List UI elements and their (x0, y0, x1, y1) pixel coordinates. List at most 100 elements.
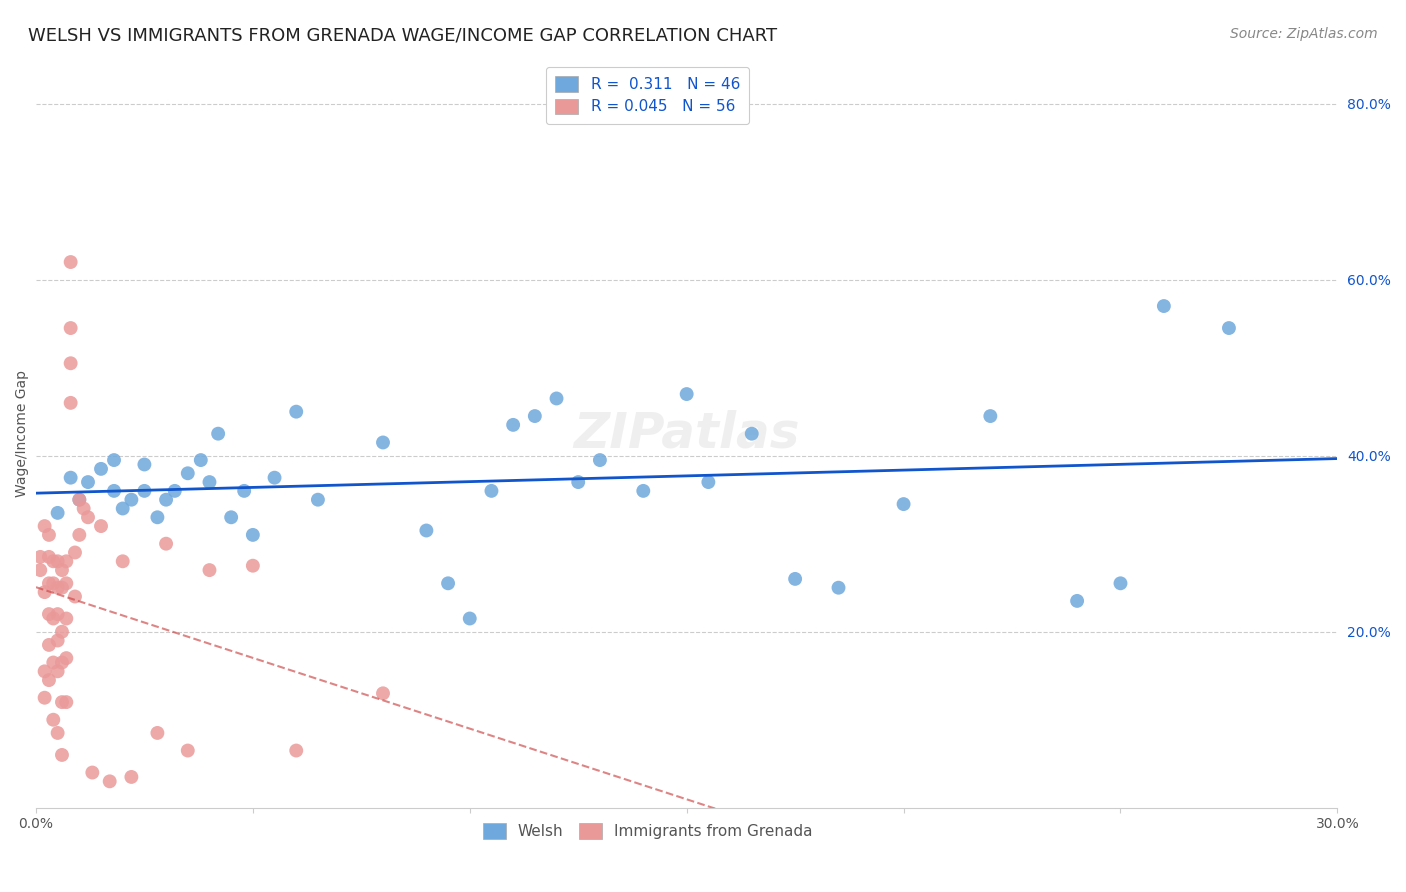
Point (437, 576, 460, 591)
Point (34, 690, 56, 705)
Point (46, 726, 69, 740)
Point (38, 576, 60, 591)
Point (242, 528, 264, 542)
Point (55, 611, 77, 625)
Point (59, 255, 82, 269)
Point (46, 633, 69, 648)
Point (34, 585, 56, 599)
Point (42, 576, 65, 591)
Point (285, 405, 308, 419)
Point (242, 558, 264, 573)
Point (77, 510, 100, 524)
Point (46, 581, 69, 595)
Point (893, 497, 915, 511)
Point (134, 458, 156, 472)
Point (38, 549, 60, 564)
Point (51, 581, 73, 595)
Point (59, 356, 82, 370)
Point (51, 747, 73, 762)
Point (38, 673, 60, 687)
Point (67, 492, 90, 507)
Point (34, 665, 56, 679)
Point (146, 510, 169, 524)
Point (675, 387, 697, 401)
Point (42, 554, 65, 568)
Point (120, 492, 142, 507)
Point (741, 426, 763, 441)
Point (979, 409, 1001, 423)
Text: Source: ZipAtlas.com: Source: ZipAtlas.com (1230, 27, 1378, 41)
Point (63, 545, 86, 559)
Point (371, 686, 394, 700)
Point (481, 483, 503, 498)
Point (51, 624, 73, 639)
Point (633, 483, 655, 498)
Point (59, 471, 82, 485)
Point (30, 549, 52, 564)
Point (546, 392, 568, 406)
Point (502, 417, 524, 432)
Point (827, 581, 849, 595)
Point (46, 607, 69, 621)
Point (38, 528, 60, 542)
Point (42, 713, 65, 727)
Point (67, 492, 90, 507)
Point (785, 572, 807, 586)
Point (120, 770, 142, 784)
Point (263, 471, 285, 485)
Point (155, 537, 177, 551)
Point (1153, 299, 1175, 313)
Y-axis label: Wage/Income Gap: Wage/Income Gap (15, 370, 30, 497)
Text: WELSH VS IMMIGRANTS FROM GRENADA WAGE/INCOME GAP CORRELATION CHART: WELSH VS IMMIGRANTS FROM GRENADA WAGE/IN… (28, 27, 778, 45)
Point (34, 519, 56, 533)
Point (523, 409, 546, 423)
Point (59, 396, 82, 410)
Point (111, 501, 134, 516)
Point (46, 554, 69, 568)
Point (30, 563, 52, 577)
Point (371, 435, 394, 450)
Point (55, 576, 77, 591)
Point (134, 483, 156, 498)
Point (82, 765, 104, 780)
Point (146, 726, 169, 740)
Point (77, 475, 100, 489)
Point (46, 665, 69, 679)
Text: ZIPatlas: ZIPatlas (574, 409, 800, 458)
Point (98, 774, 121, 789)
Point (285, 743, 308, 757)
Point (177, 743, 200, 757)
Point (38, 607, 60, 621)
Point (207, 426, 229, 441)
Point (59, 321, 82, 335)
Point (198, 475, 221, 489)
Point (103, 453, 125, 467)
Point (111, 554, 134, 568)
Point (38, 638, 60, 652)
Point (307, 492, 329, 507)
Point (190, 453, 212, 467)
Point (103, 483, 125, 498)
Point (42, 656, 65, 670)
Point (42, 611, 65, 625)
Point (198, 563, 221, 577)
Point (1218, 321, 1240, 335)
Point (233, 483, 256, 498)
Point (589, 453, 612, 467)
Point (73, 501, 96, 516)
Point (219, 510, 242, 524)
Point (155, 492, 177, 507)
Point (46, 506, 69, 520)
Point (90, 519, 112, 533)
Point (51, 695, 73, 709)
Point (51, 563, 73, 577)
Point (1109, 576, 1132, 591)
Point (177, 467, 200, 481)
Point (55, 651, 77, 665)
Point (63, 590, 86, 604)
Point (55, 554, 77, 568)
Point (163, 483, 186, 498)
Point (67, 528, 90, 542)
Point (697, 475, 720, 489)
Point (567, 475, 589, 489)
